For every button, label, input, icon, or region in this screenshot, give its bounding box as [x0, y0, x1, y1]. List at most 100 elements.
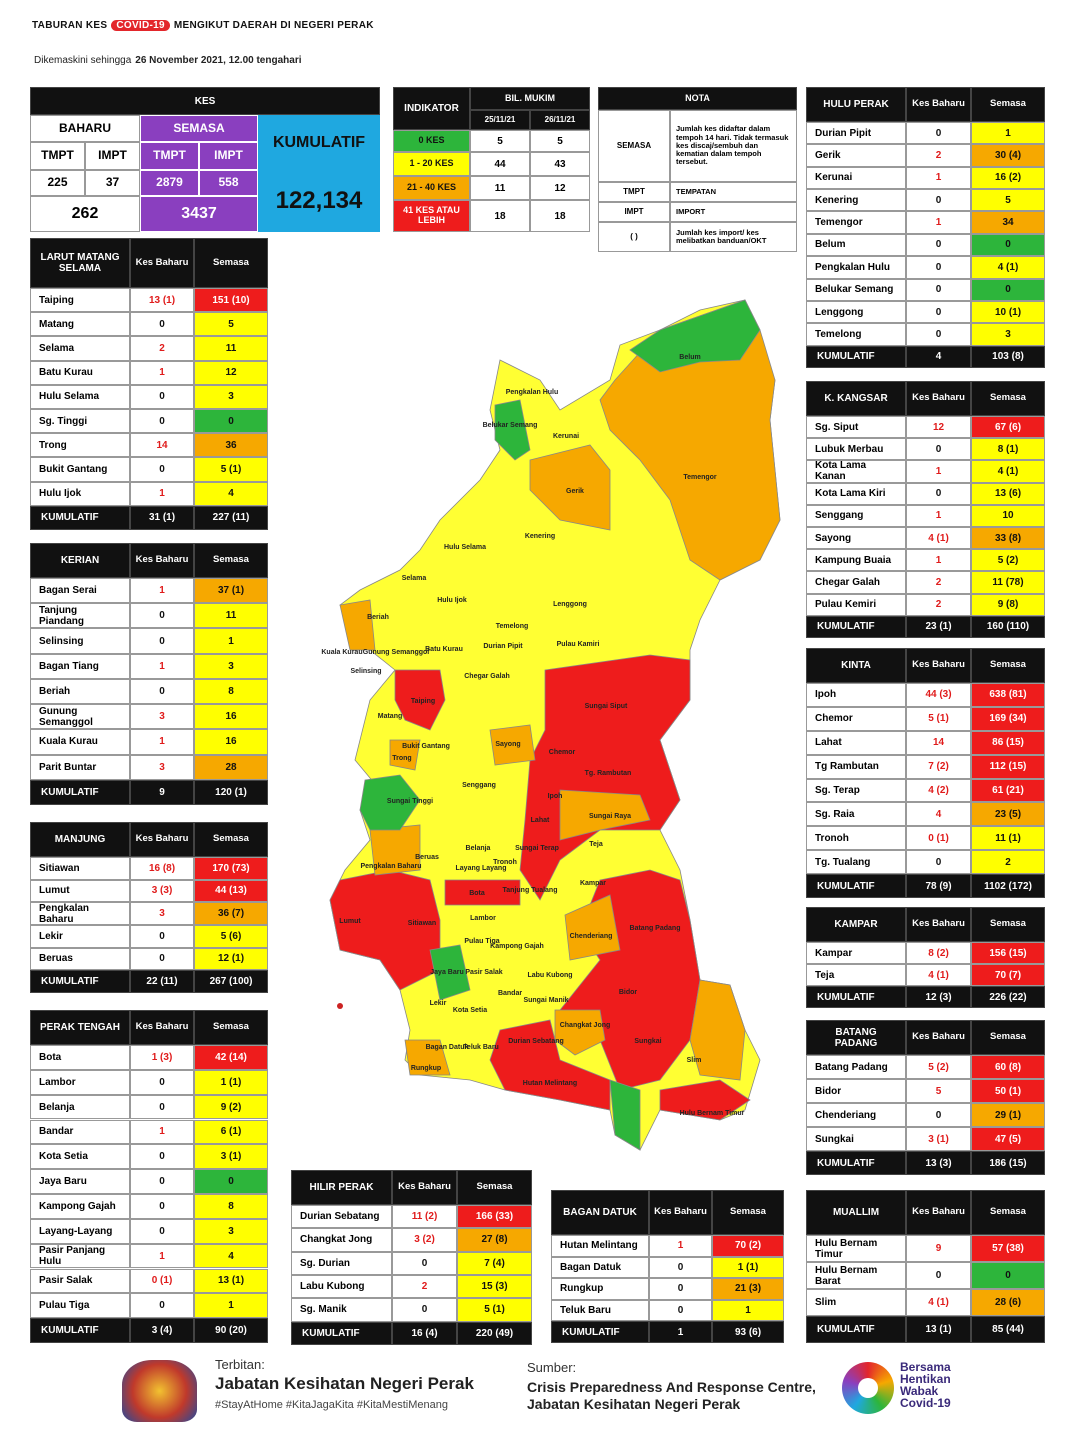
map-label: Senggang — [462, 782, 496, 789]
map-label: Slim — [687, 1057, 702, 1064]
kes-baharu: 0 — [130, 925, 194, 948]
area-name: Slim — [806, 1289, 906, 1316]
kes-baharu: 0 — [906, 1103, 971, 1127]
kes-baharu: 0 — [130, 457, 194, 482]
kes-semasa: 638 (81) — [971, 683, 1045, 707]
map-label: Batang Padang — [630, 925, 681, 932]
kes-semasa: 8 — [194, 678, 268, 705]
indikator-count: 5 — [470, 130, 530, 152]
kes-semasa: 36 (7) — [194, 902, 268, 925]
area-name: Pasir Panjang Hulu — [30, 1243, 130, 1269]
area-name: Belukar Semang — [806, 278, 906, 301]
map-label: Bukit Gantang — [402, 743, 450, 750]
map-label: Kerunai — [553, 433, 579, 440]
kes-baharu: 4 (1) — [906, 1289, 971, 1316]
col-header: Kes Baharu — [649, 1190, 712, 1235]
area-name: Kota Lama Kanan — [806, 460, 906, 483]
col-header: Kes Baharu — [392, 1170, 457, 1205]
kes-baharu: 0 — [906, 323, 971, 346]
area-name: Chemor — [806, 706, 906, 731]
kes-baharu: 13 (1) — [130, 288, 194, 313]
col-header: Semasa — [971, 1020, 1045, 1055]
kes-semasa: 12 (1) — [194, 947, 268, 971]
map-label: Beriah — [367, 614, 389, 621]
map-label: Chenderiang — [570, 933, 613, 940]
total-semasa: 120 (1) — [194, 779, 268, 805]
kes-semasa: 10 (1) — [971, 300, 1045, 324]
area-name: Hulu Bernam Barat — [806, 1262, 906, 1289]
kes-semasa: 0 — [971, 233, 1045, 257]
area-name: Senggang — [806, 504, 906, 527]
map-label: Tg. Rambutan — [585, 770, 632, 777]
total-label: KUMULATIF — [806, 874, 906, 898]
kes-semasa: 5 (1) — [194, 457, 268, 482]
district-title: HULU PERAK — [806, 87, 906, 122]
map-label: Jaya Baru — [430, 969, 463, 976]
title-highlight: COVID-19 — [111, 20, 170, 31]
total-semasa: 93 (6) — [712, 1321, 784, 1343]
map-label: Ipoh — [548, 793, 563, 800]
total-semasa: 1102 (172) — [971, 874, 1045, 898]
footer-label: Terbitan: — [215, 1357, 265, 1372]
kes-semasa: 9 (8) — [971, 593, 1045, 616]
kes-semasa: 156 (15) — [971, 942, 1045, 964]
total-semasa: 160 (110) — [971, 615, 1045, 638]
kes-baharu: 1 — [130, 729, 194, 755]
district-title: BAGAN DATUK — [551, 1190, 649, 1235]
total-label: KUMULATIF — [806, 1151, 906, 1175]
area-name: Kenering — [806, 189, 906, 212]
map-label: Lenggong — [553, 601, 587, 608]
area-name: Ipoh — [806, 683, 906, 707]
area-name: Hulu Ijok — [30, 481, 130, 506]
kes-baharu: 0 — [392, 1251, 457, 1275]
kes-baharu: 0 — [649, 1256, 712, 1279]
kes-col-label: IMPT — [85, 142, 140, 170]
kes-semasa: 0 — [194, 1169, 268, 1194]
indikator-level: 41 KES ATAU LEBIH — [393, 200, 470, 232]
area-name: Beruas — [30, 947, 130, 971]
map-label: Kampar — [580, 880, 606, 887]
map-label: Lahat — [531, 817, 550, 824]
map-label: Belukar Semang — [483, 422, 538, 429]
area-name: Durian Sebatang — [291, 1205, 392, 1229]
col-header: Kes Baharu — [906, 1190, 971, 1235]
map-label: Sungai Terap — [515, 845, 559, 852]
kes-total-semasa: 3437 — [140, 196, 258, 232]
kes-baharu: 0 — [906, 278, 971, 301]
kes-baharu: 0 — [130, 409, 194, 434]
area-name: Lekir — [30, 925, 130, 948]
kes-semasa: 5 — [194, 312, 268, 337]
total-label: KUMULATIF — [551, 1321, 649, 1343]
col-header: Semasa — [194, 1010, 268, 1045]
indikator-count: 11 — [470, 176, 530, 200]
total-semasa: 220 (49) — [457, 1321, 532, 1345]
total-semasa: 226 (22) — [971, 986, 1045, 1008]
total-label: KUMULATIF — [30, 1318, 130, 1343]
kes-baharu: 0 — [649, 1278, 712, 1300]
kes-baharu: 2 — [392, 1275, 457, 1299]
slogan-line: Hentikan — [900, 1372, 951, 1386]
kes-baharu: 0 — [130, 1218, 194, 1244]
total-baharu: 12 (3) — [906, 986, 971, 1008]
total-label: KUMULATIF — [806, 615, 906, 638]
subtitle-date: 26 November 2021, 12.00 tengahari — [135, 55, 302, 66]
district-title: LARUT MATANG SELAMA — [30, 238, 130, 288]
nota-header: NOTA — [598, 87, 797, 110]
map-label: Sungai Manik — [523, 997, 568, 1004]
kes-baharu: 7 (2) — [906, 754, 971, 779]
kes-baharu: 0 — [906, 189, 971, 212]
map-label: Chemor — [549, 749, 576, 756]
kes-baharu: 0 — [392, 1298, 457, 1322]
area-name: Chenderiang — [806, 1103, 906, 1127]
total-label: KUMULATIF — [30, 505, 130, 530]
date-header: 25/11/21 — [470, 110, 530, 130]
total-semasa: 267 (100) — [194, 970, 268, 993]
kes-baharu: 0 — [130, 947, 194, 971]
total-label: KUMULATIF — [30, 779, 130, 805]
col-header: Semasa — [971, 907, 1045, 942]
nota-text: Jumlah kes import/ kes melibatkan bandua… — [670, 222, 797, 252]
area-name: Rungkup — [551, 1278, 649, 1300]
kes-baharu: 0 — [906, 300, 971, 324]
nota-key: ( ) — [598, 222, 670, 252]
title: TABURAN KES COVID-19 MENGIKUT DAERAH DI NE… — [32, 20, 374, 31]
